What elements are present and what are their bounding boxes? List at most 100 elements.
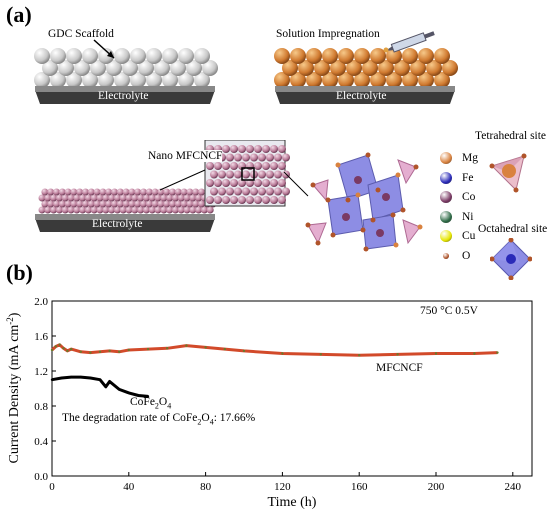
- y-tick-label: 2.0: [34, 296, 48, 308]
- particle: [186, 188, 194, 196]
- particle: [162, 72, 178, 88]
- data-point: [50, 348, 54, 352]
- condition-text: 750 °C 0.5V: [420, 305, 478, 317]
- particle: [58, 188, 66, 196]
- particle: [142, 206, 150, 214]
- particle: [82, 200, 89, 208]
- atom: [363, 246, 369, 252]
- atom: [355, 192, 361, 198]
- data-point: [89, 351, 92, 354]
- electrolyte-label-3: Electrolyte: [92, 218, 143, 230]
- particle: [186, 60, 202, 76]
- y-tick-label: 0.0: [34, 471, 48, 483]
- particle: [87, 188, 95, 196]
- particle: [154, 194, 162, 202]
- y-tick-label: 1.2: [34, 366, 48, 378]
- particle: [266, 153, 274, 162]
- particle: [282, 187, 290, 196]
- particle: [90, 60, 106, 76]
- particle: [274, 48, 290, 64]
- particle: [66, 72, 82, 88]
- particle: [125, 194, 133, 202]
- series-line-mfcncf: [50, 343, 498, 357]
- y-axis-title: Current Density (mA cm-2): [5, 312, 22, 463]
- legend-label-ni: Ni: [462, 210, 474, 223]
- atom: [345, 197, 351, 203]
- particle: [434, 48, 450, 64]
- particle: [67, 194, 75, 202]
- particle: [154, 60, 170, 76]
- particle: [41, 188, 49, 196]
- particle: [442, 60, 458, 76]
- atom: [310, 182, 316, 188]
- atom: [354, 176, 362, 184]
- particle: [99, 188, 107, 196]
- degradation-rate-text: The degradation rate of CoFe2O4: 17.66%: [62, 412, 256, 427]
- particle: [105, 188, 113, 196]
- particle: [242, 153, 250, 162]
- data-point: [281, 352, 284, 355]
- particle: [47, 188, 55, 196]
- particle: [250, 153, 258, 162]
- particle: [195, 194, 203, 202]
- particle: [58, 60, 74, 76]
- gdc-scaffold-illustration: [30, 20, 220, 110]
- particle: [76, 188, 84, 196]
- atom: [417, 224, 423, 230]
- particle: [157, 188, 165, 196]
- particle: [73, 206, 81, 214]
- x-tick-label: 240: [505, 481, 522, 493]
- particle: [378, 60, 394, 76]
- atom: [413, 164, 419, 170]
- particle: [246, 179, 254, 187]
- particle: [254, 196, 262, 204]
- particle: [128, 188, 136, 196]
- particle: [151, 188, 159, 196]
- atom: [342, 213, 350, 221]
- particle: [282, 153, 290, 162]
- particle: [258, 187, 266, 196]
- particle: [116, 188, 124, 196]
- particle: [38, 194, 46, 202]
- particle: [111, 188, 118, 196]
- data-point: [89, 376, 92, 380]
- particle: [258, 170, 266, 179]
- particle: [222, 179, 230, 187]
- data-point: [70, 347, 73, 351]
- particle: [102, 206, 110, 214]
- particle: [93, 200, 101, 208]
- particle: [114, 72, 130, 88]
- tetrahedral-site-icon: [489, 153, 527, 193]
- atom: [365, 152, 371, 158]
- particle: [394, 60, 410, 76]
- particle: [148, 194, 156, 202]
- legend-label-o: O: [462, 249, 471, 262]
- particle: [145, 188, 153, 196]
- legend-label-fe: Fe: [462, 171, 474, 184]
- particle: [246, 196, 254, 204]
- particle: [41, 200, 49, 208]
- particle: [131, 206, 139, 214]
- data-point: [108, 380, 111, 383]
- particle: [50, 194, 58, 202]
- particle: [270, 196, 278, 204]
- data-point: [242, 349, 246, 353]
- particle: [61, 194, 69, 202]
- data-point: [434, 352, 438, 355]
- particle: [169, 200, 176, 208]
- particle: [44, 194, 52, 202]
- particle: [82, 188, 89, 196]
- particle: [79, 194, 87, 202]
- particle: [194, 72, 210, 88]
- electrolyte-label-1: Electrolyte: [98, 90, 149, 102]
- particle: [180, 188, 188, 196]
- particle: [58, 200, 66, 208]
- atom: [330, 232, 336, 238]
- particle: [64, 188, 72, 196]
- particle: [234, 153, 242, 162]
- particle: [418, 48, 434, 64]
- solution-impregnation-label: Solution Impregnation: [276, 28, 380, 40]
- particle: [111, 200, 118, 208]
- particle: [418, 72, 434, 88]
- particle: [189, 194, 197, 202]
